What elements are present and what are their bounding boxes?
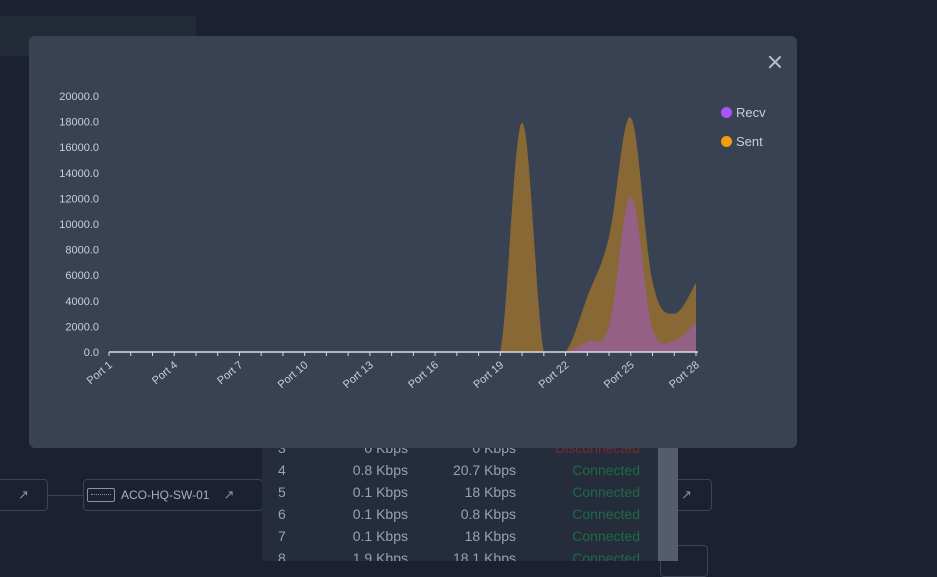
y-tick-label: 4000.0 [65, 296, 99, 308]
y-tick-label: 8000.0 [65, 245, 99, 257]
sent-cell: 18.1 Kbps [452, 550, 516, 561]
x-tick-label: Port 22 [537, 359, 572, 391]
sent-cell: 0.8 Kbps [460, 506, 516, 522]
external-link-icon[interactable]: ↗ [681, 487, 692, 502]
sent-cell: 18 Kbps [464, 528, 516, 544]
x-tick-label: Port 13 [341, 359, 376, 391]
legend-item-recv[interactable]: Recv [721, 98, 766, 127]
y-tick-label: 0.0 [84, 347, 99, 359]
sent-cell: 20.7 Kbps [452, 462, 516, 478]
status-cell: Connected [572, 462, 640, 478]
y-tick-label: 10000.0 [59, 219, 99, 231]
node-card-left[interactable]: ↗ [0, 479, 48, 511]
status-cell: Connected [572, 550, 640, 561]
legend-label-sent: Sent [736, 134, 763, 149]
y-tick-label: 20000.0 [59, 91, 99, 103]
x-tick-label: Port 7 [215, 359, 245, 387]
area-series-sent [109, 117, 696, 352]
table-row: 7 0.1 Kbps 18 Kbps Connected [262, 525, 658, 547]
status-cell: Connected [572, 484, 640, 500]
recv-cell: 0.1 Kbps [352, 528, 408, 544]
topology-link [48, 495, 84, 496]
x-tick-label: Port 16 [406, 359, 441, 391]
table-row: 8 1.9 Kbps 18.1 Kbps Connected [262, 547, 658, 561]
table-row: 4 0.8 Kbps 20.7 Kbps Connected [262, 459, 658, 481]
close-icon[interactable] [767, 54, 783, 70]
legend-dot-recv [721, 107, 732, 118]
x-tick-label: Port 4 [150, 359, 180, 387]
recv-cell: 1.9 Kbps [352, 550, 408, 561]
port-cell: 3 [278, 440, 286, 456]
external-link-icon[interactable]: ↗ [18, 487, 29, 502]
legend-item-sent[interactable]: Sent [721, 127, 766, 156]
recv-cell: 0.8 Kbps [352, 462, 408, 478]
status-cell: Connected [572, 506, 640, 522]
table-row: 5 0.1 Kbps 18 Kbps Connected [262, 481, 658, 503]
external-link-icon[interactable]: ↗ [223, 487, 235, 502]
recv-cell: 0.1 Kbps [352, 506, 408, 522]
y-tick-label: 14000.0 [59, 168, 99, 180]
x-tick-label: Port 25 [602, 359, 637, 391]
switch-icon [87, 488, 115, 502]
y-tick-label: 12000.0 [59, 193, 99, 205]
table-row: 6 0.1 Kbps 0.8 Kbps Connected [262, 503, 658, 525]
x-tick-label: Port 19 [471, 359, 506, 391]
ports-table-scrollbar[interactable] [658, 430, 678, 561]
sent-cell: 18 Kbps [464, 484, 516, 500]
y-tick-label: 2000.0 [65, 321, 99, 333]
status-cell: Connected [572, 528, 640, 544]
x-tick-label: Port 28 [667, 359, 702, 391]
port-cell: 6 [278, 506, 286, 522]
y-tick-label: 16000.0 [59, 142, 99, 154]
y-tick-label: 6000.0 [65, 270, 99, 282]
port-cell: 8 [278, 550, 286, 561]
legend-label-recv: Recv [736, 105, 766, 120]
port-traffic-chart: 0.0 2000.0 4000.0 6000.0 8000.0 10000.0 12000.… [59, 91, 702, 391]
device-label: ACO-HQ-SW-01 [121, 488, 210, 502]
port-cell: 4 [278, 462, 286, 478]
device-node[interactable]: ACO-HQ-SW-01 ↗ [83, 479, 263, 511]
chart-legend: Recv Sent [721, 98, 766, 156]
recv-cell: 0.1 Kbps [352, 484, 408, 500]
port-traffic-modal: 0.0 2000.0 4000.0 6000.0 8000.0 10000.0 12000.… [29, 36, 797, 448]
port-cell: 7 [278, 528, 286, 544]
y-tick-label: 18000.0 [59, 117, 99, 129]
legend-dot-sent [721, 136, 732, 147]
area-series-recv [109, 197, 696, 352]
port-cell: 5 [278, 484, 286, 500]
scrollbar-thumb[interactable] [658, 430, 678, 561]
x-tick-label: Port 10 [276, 359, 311, 391]
x-tick-label: Port 1 [85, 359, 115, 387]
